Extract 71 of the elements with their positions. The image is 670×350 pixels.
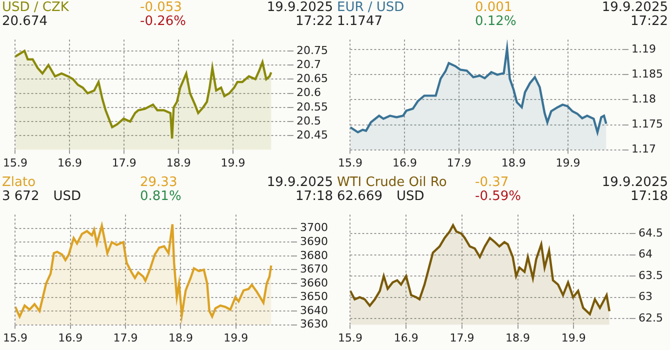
text: 0.81% [140, 189, 182, 204]
y-tick-label: 1.175 [632, 118, 664, 131]
x-tick-label: 17.9 [446, 156, 472, 170]
text: 19.9.2025 [266, 0, 333, 15]
y-tick-label: 64.5 [638, 226, 664, 240]
y-tick-label: 1.18 [632, 92, 656, 106]
x-tick-label: 16.9 [392, 156, 417, 170]
chart-title: WTI Crude Oil Ro [337, 175, 447, 190]
y-tick-label: 64 [638, 248, 653, 261]
text: 17:18 [630, 189, 668, 204]
y-tick-label: 3670 [300, 262, 328, 276]
y-tick-label: 3680 [300, 248, 328, 262]
x-tick-label: 18.9 [168, 331, 193, 344]
x-tick-label: 19.9 [556, 156, 580, 170]
text: -0.26% [140, 14, 186, 29]
y-tick-label: 20.5 [296, 114, 322, 128]
chart-subtitle: 1.1747 [337, 14, 382, 29]
x-tick-label: 15.9 [2, 331, 28, 344]
y-tick-label: 1.185 [632, 68, 664, 81]
x-tick-label: 15.9 [338, 331, 362, 344]
y-tick-label: 20.65 [296, 72, 328, 86]
x-tick-label: 16.9 [58, 331, 83, 344]
text: USD [396, 189, 424, 204]
x-tick-label: 18.9 [501, 156, 526, 170]
x-tick-label: 19.9 [224, 331, 248, 344]
y-tick-label: 63 [638, 290, 653, 304]
chart-subtitle: 62.669 [337, 189, 382, 204]
text: -0.59% [475, 189, 521, 204]
text: USD [53, 189, 81, 204]
text: 29.33 [140, 175, 178, 190]
x-tick-label: 16.9 [394, 331, 418, 344]
text: 17:18 [294, 189, 333, 204]
text: 17:22 [630, 14, 668, 29]
x-tick-label: 19.9 [220, 156, 246, 170]
y-tick-label: 1.17 [632, 142, 656, 156]
y-tick-label: 3640 [300, 304, 328, 317]
text: -0.37 [475, 175, 510, 190]
x-tick-label: 15.9 [338, 156, 362, 170]
chart-subtitle: 3 672 [2, 189, 40, 204]
text: -0.053 [140, 0, 183, 15]
text: 19.9.2025 [266, 175, 333, 190]
y-tick-label: 62.5 [638, 311, 664, 324]
x-tick-label: 18.9 [166, 156, 191, 170]
y-tick-label: 20.6 [296, 86, 322, 100]
chart-title: Zlato [2, 175, 37, 190]
text: 0.12% [475, 14, 516, 29]
chart-title: EUR / USD [337, 0, 404, 15]
x-tick-label: 17.9 [113, 331, 138, 344]
y-tick-label: 3700 [300, 221, 328, 234]
x-tick-label: 16.9 [57, 156, 82, 170]
y-tick-label: 20.45 [296, 128, 328, 142]
y-tick-label: 20.75 [296, 44, 328, 57]
x-tick-label: 18.9 [506, 331, 530, 344]
y-tick-label: 63.5 [638, 268, 664, 282]
y-tick-label: 3650 [300, 290, 328, 304]
x-tick-label: 15.9 [2, 156, 28, 170]
y-tick-label: 20.7 [296, 58, 322, 71]
y-tick-label: 3630 [300, 318, 328, 331]
y-tick-label: 3660 [300, 276, 328, 290]
y-tick-label: 3690 [300, 235, 328, 248]
text: 19.9.2025 [602, 0, 668, 15]
x-tick-label: 17.9 [112, 156, 136, 170]
chart-subtitle: 20.674 [2, 14, 48, 29]
text: 19.9.2025 [602, 175, 668, 190]
chart-title: USD / CZK [2, 0, 69, 15]
y-tick-label: 1.19 [632, 42, 656, 56]
text: 0.001 [475, 0, 514, 15]
y-tick-label: 20.55 [296, 100, 328, 114]
x-tick-label: 17.9 [450, 331, 474, 344]
text: 17:22 [294, 14, 333, 29]
x-tick-label: 19.9 [561, 331, 586, 344]
